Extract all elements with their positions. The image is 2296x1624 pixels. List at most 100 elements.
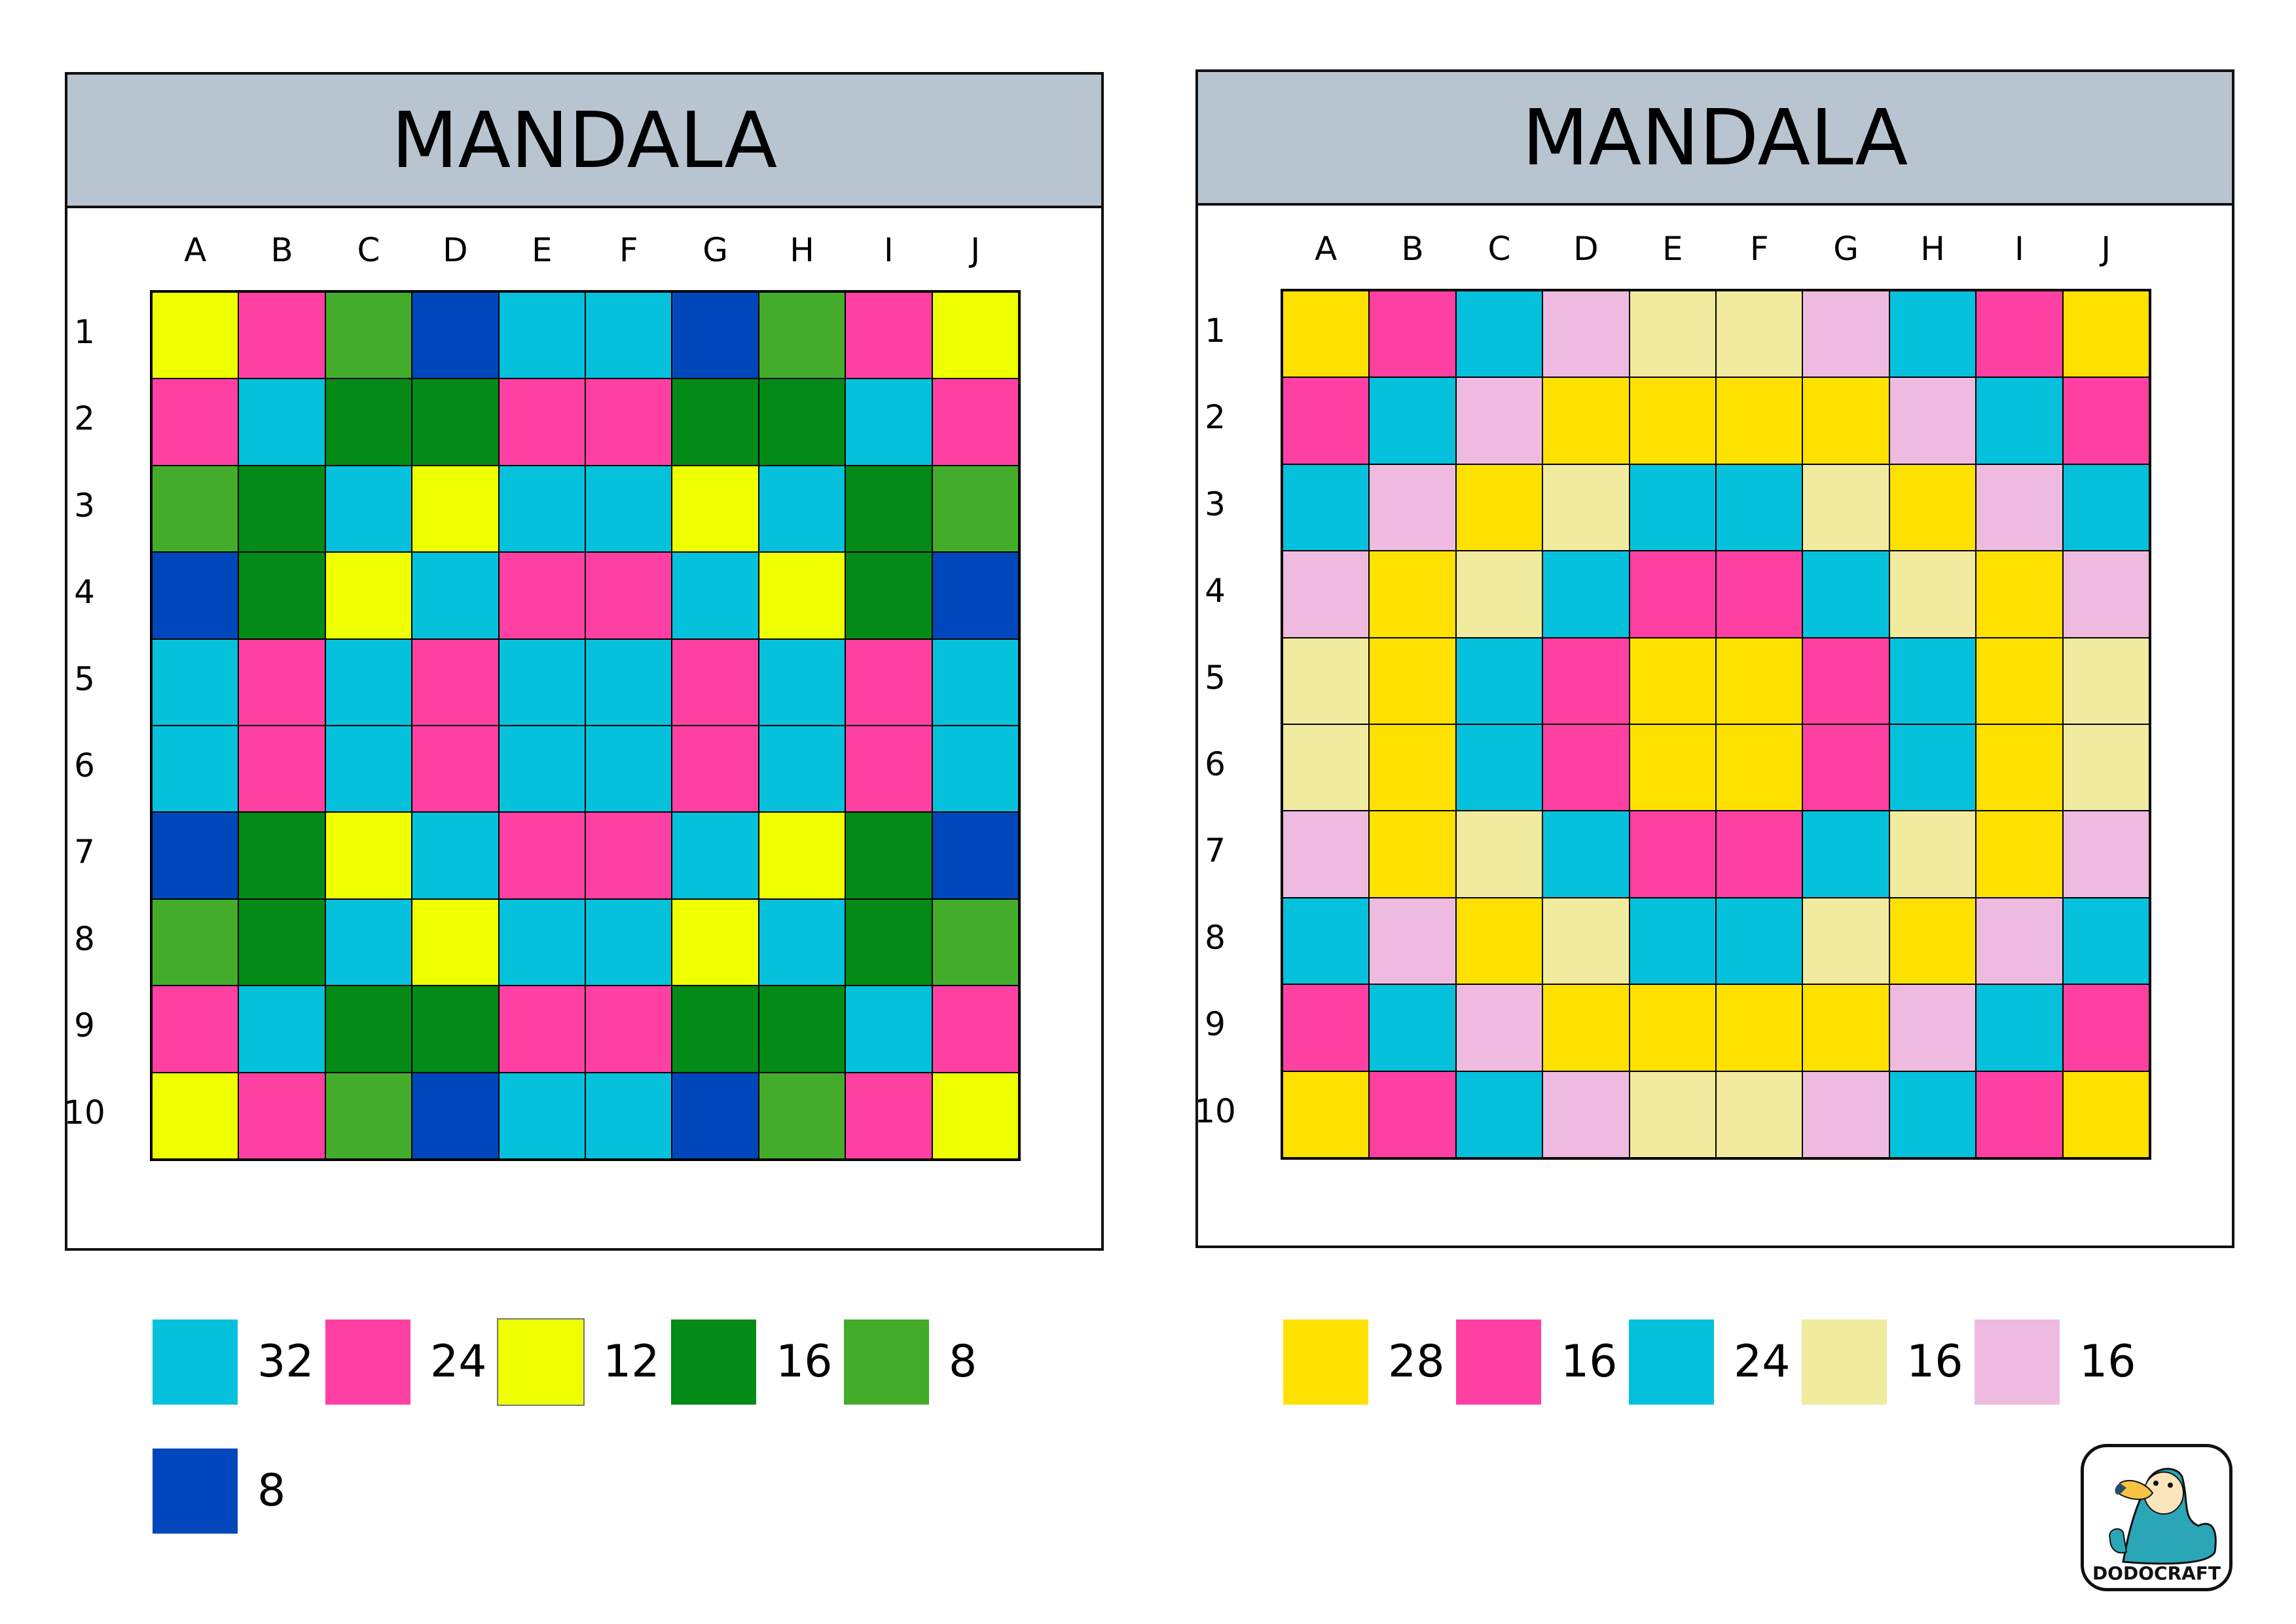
row-label: 10 xyxy=(64,1093,105,1132)
grid-cell xyxy=(238,465,325,553)
grid-cell xyxy=(1976,377,2063,464)
grid-cell xyxy=(1455,464,1543,551)
grid-cell xyxy=(1369,1071,1456,1158)
grid-cell xyxy=(1283,724,1370,811)
column-label: H xyxy=(1920,230,1945,268)
grid-cell xyxy=(1629,291,1716,378)
grid-cell xyxy=(1629,637,1716,724)
grid-cell xyxy=(845,986,932,1073)
row-label: 4 xyxy=(1205,572,1226,610)
grid-cell xyxy=(1455,637,1543,724)
grid-cell xyxy=(845,638,932,726)
grid-cell xyxy=(238,552,325,639)
grid-cell xyxy=(2062,897,2149,985)
grid-cell xyxy=(1802,637,1889,724)
grid-cell xyxy=(325,898,412,986)
grid-cell xyxy=(1542,1071,1630,1158)
grid-cell xyxy=(1802,1071,1889,1158)
row-label: 3 xyxy=(74,486,95,525)
grid-cell xyxy=(1976,291,2063,378)
grid-cell xyxy=(498,552,585,639)
legend-count: 24 xyxy=(430,1336,487,1388)
right-title: MANDALA xyxy=(1198,72,2232,206)
grid-cell xyxy=(238,812,325,899)
legend-count: 8 xyxy=(949,1336,977,1388)
grid-cell xyxy=(1889,637,1977,724)
grid-cell xyxy=(1889,551,1977,638)
dodocraft-logo: DODOCRAFT xyxy=(2081,1444,2232,1591)
grid-cell xyxy=(2062,464,2149,551)
grid-cell xyxy=(1283,377,1370,464)
legend-count: 16 xyxy=(1906,1336,1963,1388)
grid-cell xyxy=(238,725,325,813)
grid-cell xyxy=(412,1072,499,1159)
grid-cell xyxy=(758,292,846,379)
grid-cell xyxy=(758,812,846,899)
grid-cell xyxy=(1889,291,1977,378)
grid-cell xyxy=(1889,811,1977,898)
grid-cell xyxy=(238,1072,325,1159)
grid-cell xyxy=(498,812,585,899)
grid-cell xyxy=(2062,291,2149,378)
grid-cell xyxy=(152,638,239,726)
column-label: B xyxy=(1401,230,1424,268)
grid-cell xyxy=(1455,724,1543,811)
grid-cell xyxy=(672,465,759,553)
row-label: 2 xyxy=(1205,398,1226,437)
grid-cell xyxy=(1629,1071,1716,1158)
grid-cell xyxy=(1542,811,1630,898)
grid-cell xyxy=(672,725,759,813)
legend-swatch xyxy=(1975,1320,2060,1405)
column-label: F xyxy=(619,231,638,269)
column-label: I xyxy=(2014,230,2024,268)
grid-cell xyxy=(1976,1071,2063,1158)
grid-cell xyxy=(152,812,239,899)
row-label: 7 xyxy=(74,833,95,872)
grid-cell xyxy=(1976,464,2063,551)
grid-cell xyxy=(152,465,239,553)
grid-cell xyxy=(1715,637,1803,724)
grid-cell xyxy=(1889,897,1977,985)
grid-cell xyxy=(325,812,412,899)
grid-cell xyxy=(1542,984,1630,1071)
grid-cell xyxy=(1629,724,1716,811)
grid-cell xyxy=(845,812,932,899)
grid-cell xyxy=(1889,464,1977,551)
grid-cell xyxy=(585,725,672,813)
grid-cell xyxy=(758,725,846,813)
grid-cell xyxy=(1802,984,1889,1071)
grid-cell xyxy=(1455,1071,1543,1158)
grid-cell xyxy=(152,378,239,466)
grid-cell xyxy=(2062,1071,2149,1158)
row-label: 3 xyxy=(1205,485,1226,523)
grid-cell xyxy=(1542,291,1630,378)
grid-cell xyxy=(1283,637,1370,724)
grid-cell xyxy=(932,465,1019,553)
grid-cell xyxy=(1542,637,1630,724)
grid-cell xyxy=(498,898,585,986)
legend-swatch xyxy=(1629,1320,1714,1405)
grid-cell xyxy=(585,465,672,553)
column-label: A xyxy=(184,231,207,269)
column-label: A xyxy=(1315,230,1338,268)
legend-count: 16 xyxy=(2079,1336,2136,1388)
grid-cell xyxy=(672,552,759,639)
grid-cell xyxy=(1455,551,1543,638)
grid-cell xyxy=(325,378,412,466)
legend-count: 16 xyxy=(1561,1336,1618,1388)
column-label: J xyxy=(970,231,981,269)
grid-cell xyxy=(1802,464,1889,551)
grid-cell xyxy=(1802,897,1889,985)
grid-cell xyxy=(1629,464,1716,551)
grid-cell xyxy=(845,292,932,379)
grid-cell xyxy=(498,292,585,379)
grid-cell xyxy=(672,378,759,466)
row-label: 8 xyxy=(1205,918,1226,957)
grid-cell xyxy=(845,898,932,986)
grid-cell xyxy=(672,986,759,1073)
grid-cell xyxy=(672,638,759,726)
grid-cell xyxy=(1283,984,1370,1071)
grid-cell xyxy=(932,638,1019,726)
grid-cell xyxy=(1629,811,1716,898)
grid-cell xyxy=(932,898,1019,986)
